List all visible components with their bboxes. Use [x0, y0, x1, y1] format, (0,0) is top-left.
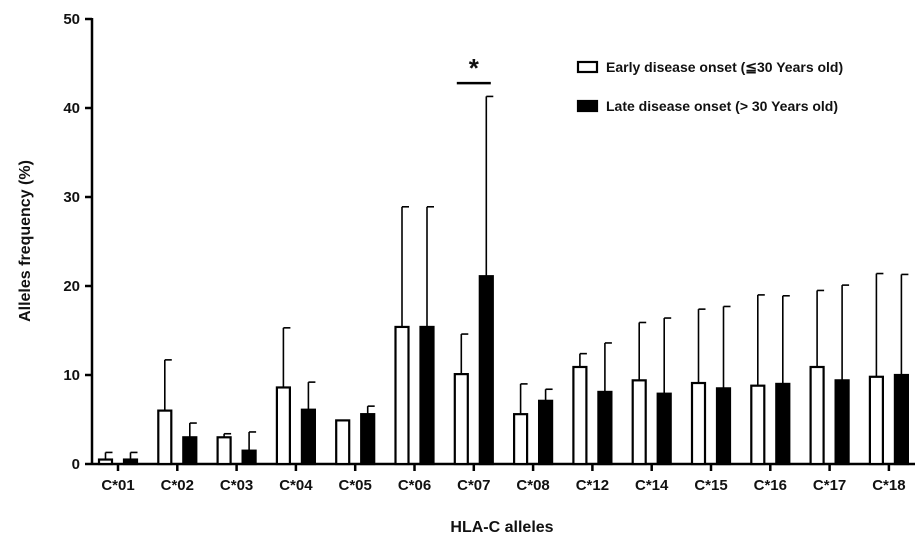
bar-early-onset	[157, 409, 173, 466]
x-tick-label: C*04	[279, 477, 313, 494]
y-tick-label: 30	[63, 189, 80, 206]
bar-early-onset	[631, 379, 647, 466]
bar-late-onset	[893, 373, 910, 466]
x-tick-label: C*03	[220, 477, 253, 494]
bar-late-onset	[656, 392, 672, 466]
bar-late-onset	[775, 382, 791, 466]
bar-early-onset	[275, 386, 291, 466]
bar-early-onset	[394, 325, 410, 466]
x-tick-label: C*06	[398, 477, 431, 494]
x-tick-label: C*17	[813, 477, 846, 494]
bar-late-onset	[360, 413, 376, 466]
bar-late-onset	[715, 387, 732, 466]
bar-early-onset	[512, 413, 529, 466]
bar-late-onset	[182, 436, 198, 466]
y-tick-label: 10	[63, 367, 80, 384]
bar-early-onset	[572, 365, 588, 466]
bar-late-onset	[478, 275, 494, 466]
legend-label: Late disease onset (> 30 Years old)	[606, 98, 838, 114]
bar-late-onset	[122, 458, 139, 466]
x-tick-label: C*14	[635, 477, 669, 494]
x-tick-label: C*12	[576, 477, 609, 494]
x-tick-label: C*05	[339, 477, 372, 494]
x-axis-title: HLA-C alleles	[450, 519, 553, 536]
y-tick-label: 20	[63, 278, 80, 295]
y-tick-label: 0	[72, 456, 80, 473]
y-tick-label: 50	[63, 11, 80, 28]
bar-early-onset	[809, 365, 825, 466]
bar-early-onset	[97, 458, 114, 466]
y-axis: 0 10 20 30 40 50	[63, 11, 94, 473]
x-tick-label: C*07	[457, 477, 490, 494]
x-tick-label: C*02	[161, 477, 194, 494]
x-tick-label: C*15	[694, 477, 727, 494]
bar-early-onset	[335, 419, 351, 466]
legend: Early disease onset (≦30 Years old) Late …	[576, 59, 843, 114]
legend-label: Early disease onset (≦30 Years old)	[606, 59, 843, 75]
bar-early-onset	[750, 384, 766, 466]
bars	[97, 95, 910, 466]
bar-early-onset	[690, 381, 707, 466]
x-tick-label: C*18	[872, 477, 905, 494]
bar-late-onset	[597, 390, 613, 466]
x-axis: C*01 C*02 C*03 C*04 C*05 C*06 C*07 C*08 C*12 C*14…	[92, 462, 915, 494]
legend-swatch-late-onset	[576, 99, 599, 113]
legend-swatch-early-onset	[576, 60, 599, 74]
bar-late-onset	[300, 408, 316, 466]
x-tick-label: C*01	[101, 477, 134, 494]
bar-early-onset	[868, 375, 885, 466]
bar-late-onset	[537, 399, 554, 466]
annotations: *	[456, 53, 491, 85]
bar-late-onset	[834, 379, 850, 466]
x-tick-label: C*08	[516, 477, 549, 494]
y-tick-label: 40	[63, 100, 80, 117]
y-axis-title: Alleles frequency (%)	[17, 160, 34, 322]
bar-late-onset	[241, 449, 257, 466]
bar-early-onset	[216, 436, 232, 466]
x-tick-label: C*16	[754, 477, 787, 494]
bar-early-onset	[453, 373, 469, 466]
bar-late-onset	[419, 325, 435, 466]
significance-marker: *	[469, 53, 480, 83]
